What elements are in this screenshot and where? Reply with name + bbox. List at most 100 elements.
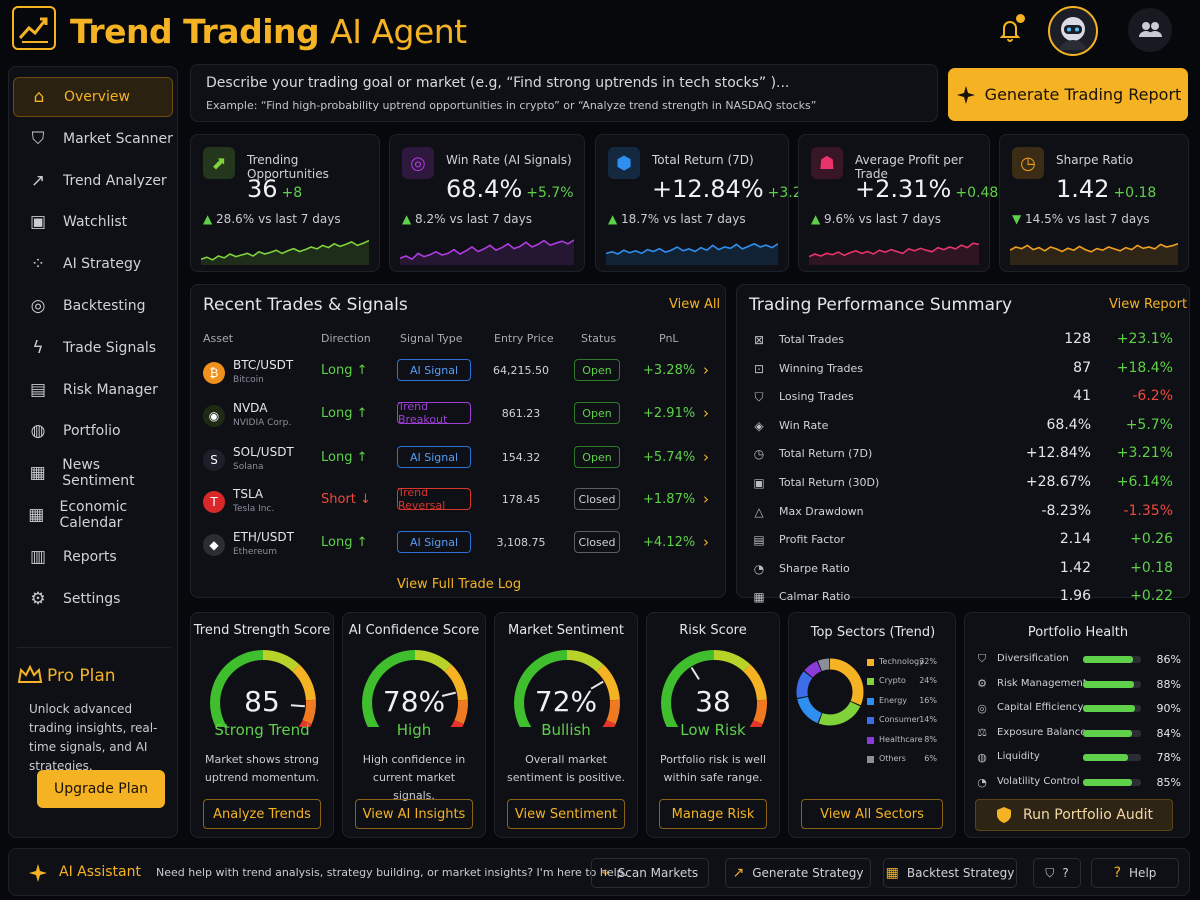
performance-summary-title: Trading Performance Summary bbox=[749, 295, 1013, 315]
health-row: ⚖ Exposure Balance 84% bbox=[965, 723, 1191, 745]
security-help-button[interactable]: ⛉? bbox=[1033, 858, 1081, 888]
bell-icon[interactable] bbox=[996, 16, 1024, 44]
gauge-arc-segment bbox=[602, 719, 616, 727]
avatar[interactable] bbox=[1048, 6, 1098, 56]
gauge-arc-segment bbox=[514, 650, 568, 727]
stat-delta: +8 bbox=[281, 185, 303, 201]
stat-card-win-rate-ai-signals[interactable]: ◎ Win Rate (AI Signals) 68.4% +5.7% ▲ 8.2% vs… bbox=[389, 134, 585, 272]
direction: Long ↑ bbox=[321, 535, 368, 550]
gauge-action-button[interactable]: View AI Insights bbox=[355, 799, 473, 829]
gauge-title: Market Sentiment bbox=[507, 623, 625, 638]
gauge-dial bbox=[661, 649, 767, 727]
sidebar-item-portfolio[interactable]: ◍ Portfolio bbox=[13, 411, 173, 451]
sidebar-item-ai-strategy[interactable]: ⁘ AI Strategy bbox=[13, 244, 173, 284]
metric-label: Losing Trades bbox=[779, 390, 854, 404]
metric-change: +0.22 bbox=[1130, 588, 1173, 605]
run-portfolio-audit-button[interactable]: Run Portfolio Audit bbox=[975, 799, 1173, 831]
sidebar-item-trend-analyzer[interactable]: ↗ Trend Analyzer bbox=[13, 161, 173, 201]
sparkline-line bbox=[809, 242, 979, 258]
table-row[interactable]: ₿ BTC/USDT Bitcoin Long ↑ AI Signal 64,215.50… bbox=[191, 353, 727, 395]
health-progress-bar bbox=[1083, 680, 1141, 688]
scan-markets-button[interactable]: ⌖ Scan Markets bbox=[591, 858, 709, 888]
gauge-action-button[interactable]: View Sentiment bbox=[507, 799, 625, 829]
question-label: ? bbox=[1062, 866, 1069, 880]
gauge-description: Portfolio risk is well within safe range… bbox=[659, 753, 767, 784]
sidebar-item-settings[interactable]: ⚙ Settings bbox=[13, 579, 173, 619]
table-row[interactable]: T TSLA Tesla Inc. Short ↓ Trend Reversal 178.… bbox=[191, 482, 727, 524]
stat-card-sharpe-ratio[interactable]: ◷ Sharpe Ratio 1.42 +0.18 ▼ 14.5% vs last 7 d… bbox=[999, 134, 1189, 272]
coin-icon: ₿ bbox=[203, 362, 225, 384]
view-all-sectors-button[interactable]: View All Sectors bbox=[801, 799, 943, 829]
health-metric-icon: ⚖ bbox=[977, 726, 987, 740]
recent-trades-panel: Recent Trades & Signals View All Asset D… bbox=[190, 284, 726, 598]
gauge-arc-segment bbox=[713, 649, 751, 672]
sidebar-item-risk-manager[interactable]: ▤ Risk Manager bbox=[13, 370, 173, 410]
chevron-right-icon[interactable]: › bbox=[703, 361, 709, 379]
stat-card-trending-opportunities[interactable]: ⬈ Trending Opportunities 36 +8 ▲ 28.6% vs las… bbox=[190, 134, 380, 272]
view-all-link[interactable]: View All bbox=[669, 297, 721, 312]
sidebar-item-market-scanner[interactable]: ⛉ Market Scanner bbox=[13, 119, 173, 159]
help-button[interactable]: ? Help bbox=[1091, 858, 1179, 888]
sidebar-item-watchlist[interactable]: ▣ Watchlist bbox=[13, 202, 173, 242]
sidebar-item-reports[interactable]: ▥ Reports bbox=[13, 537, 173, 577]
gauge-value: 38 bbox=[695, 685, 731, 718]
gauge-needle bbox=[441, 691, 456, 697]
metric-value: 128 bbox=[1064, 331, 1091, 347]
generate-trading-report-button[interactable]: Generate Trading Report bbox=[948, 68, 1188, 121]
gauge-arc-segment bbox=[414, 649, 452, 672]
app-title: Trend Trading AI Agent bbox=[70, 12, 467, 51]
chevron-right-icon[interactable]: › bbox=[703, 448, 709, 466]
status-badge: Closed bbox=[574, 488, 620, 510]
sidebar-item-economic-calendar[interactable]: ▦ Economic Calendar bbox=[13, 495, 173, 535]
stat-card-average-profit-per-trade[interactable]: ☗ Average Profit per Trade +2.31% +0.48% ▲ 9… bbox=[798, 134, 1012, 272]
sidebar-item-overview[interactable]: ⌂ Overview bbox=[13, 77, 173, 117]
trend-analyzer-icon: ↗ bbox=[30, 170, 46, 191]
team-button[interactable] bbox=[1128, 8, 1172, 52]
status-badge: Open bbox=[574, 402, 620, 424]
asset-name: Solana bbox=[233, 462, 264, 472]
stat-card-total-return-7d[interactable]: ⬢ Total Return (7D) +12.84% +3.21% ▲ 18.7% vs… bbox=[595, 134, 824, 272]
gauge-arc-segment bbox=[661, 650, 715, 727]
trading-goal-input[interactable]: Describe your trading goal or market (e.… bbox=[190, 64, 938, 122]
chevron-right-icon[interactable]: › bbox=[703, 490, 709, 508]
chevron-right-icon[interactable]: › bbox=[703, 404, 709, 422]
view-report-link[interactable]: View Report bbox=[1109, 297, 1188, 312]
signal-type-badge: Trend Reversal bbox=[397, 486, 471, 512]
performance-row: ▤ Profit Factor 2.14 +0.26 bbox=[737, 528, 1191, 554]
entry-price: 178.45 bbox=[501, 493, 541, 506]
table-row[interactable]: ◉ NVDA NVIDIA Corp. Long ↑ Trend Breakout 861… bbox=[191, 396, 727, 438]
gauge-description: Overall market sentiment is positive. bbox=[506, 753, 626, 784]
asset-symbol: NVDA bbox=[233, 401, 268, 415]
view-full-trade-log-link[interactable]: View Full Trade Log bbox=[396, 577, 522, 592]
table-row[interactable]: S SOL/USDT Solana Long ↑ AI Signal 154.32 Open… bbox=[191, 440, 727, 482]
upgrade-plan-button[interactable]: Upgrade Plan bbox=[37, 770, 165, 808]
sidebar-item-backtesting[interactable]: ◎ Backtesting bbox=[13, 286, 173, 326]
sidebar-item-label: News Sentiment bbox=[62, 457, 135, 490]
gauge-action-button[interactable]: Analyze Trends bbox=[203, 799, 321, 829]
generate-strategy-button[interactable]: ↗ Generate Strategy bbox=[725, 858, 871, 888]
legend-pct: 16% bbox=[919, 695, 937, 705]
status-badge: Open bbox=[574, 359, 620, 381]
gauge-action-button[interactable]: Manage Risk bbox=[659, 799, 767, 829]
sidebar-item-trade-signals[interactable]: ϟ Trade Signals bbox=[13, 328, 173, 368]
table-row[interactable]: ◆ ETH/USDT Ethereum Long ↑ AI Signal 3,108.75… bbox=[191, 525, 727, 567]
gauge-arc-segment bbox=[362, 650, 416, 727]
status-badge: Open bbox=[574, 446, 620, 468]
sidebar-item-news-sentiment[interactable]: ▦ News Sentiment bbox=[13, 453, 173, 493]
chevron-right-icon[interactable]: › bbox=[703, 533, 709, 551]
backtest-strategy-button[interactable]: ▦ Backtest Strategy bbox=[883, 858, 1017, 888]
legend-name: Healthcare bbox=[879, 734, 923, 744]
direction: Long ↑ bbox=[321, 450, 368, 465]
health-pct: 85% bbox=[1156, 776, 1181, 789]
legend-name: Others bbox=[879, 754, 906, 763]
gauge-title: Risk Score bbox=[679, 623, 747, 638]
stat-value-row: 68.4% +5.7% bbox=[446, 175, 574, 203]
metric-icon: ▣ bbox=[753, 476, 765, 490]
metric-change: +0.26 bbox=[1130, 531, 1173, 548]
metric-value: 68.4% bbox=[1046, 416, 1091, 433]
health-label: Diversification bbox=[997, 653, 1069, 664]
gauge-ai-confidence-score: AI Confidence Score 78% High High confidenc… bbox=[342, 612, 486, 838]
gauge-dial bbox=[514, 649, 620, 727]
stat-change-suffix: vs last 7 days bbox=[858, 212, 941, 226]
health-progress-fill bbox=[1083, 729, 1132, 737]
